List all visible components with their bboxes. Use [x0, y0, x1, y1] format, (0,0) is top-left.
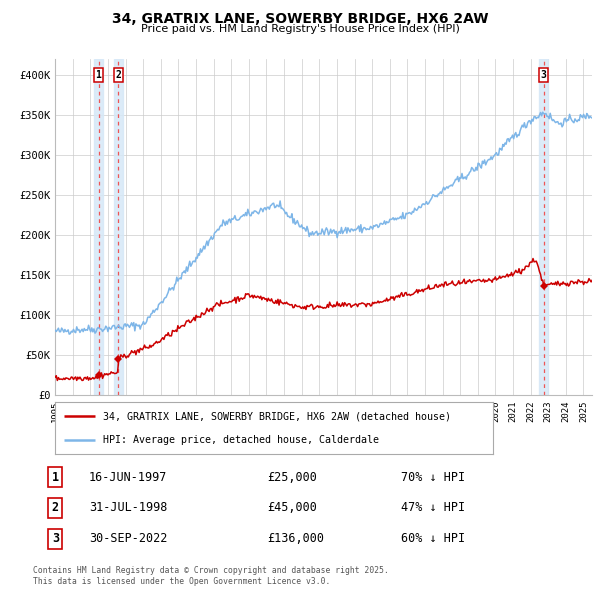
Text: 2: 2: [52, 502, 59, 514]
Text: 60% ↓ HPI: 60% ↓ HPI: [401, 532, 466, 546]
Text: £136,000: £136,000: [268, 532, 325, 546]
Bar: [539, 59, 548, 395]
Bar: [94, 59, 103, 395]
Text: £25,000: £25,000: [268, 470, 317, 484]
Text: HPI: Average price, detached house, Calderdale: HPI: Average price, detached house, Cald…: [103, 435, 379, 445]
Text: 70% ↓ HPI: 70% ↓ HPI: [401, 470, 466, 484]
Text: 1: 1: [52, 470, 59, 484]
Text: £45,000: £45,000: [268, 502, 317, 514]
Text: 31-JUL-1998: 31-JUL-1998: [89, 502, 167, 514]
Text: 34, GRATRIX LANE, SOWERBY BRIDGE, HX6 2AW (detached house): 34, GRATRIX LANE, SOWERBY BRIDGE, HX6 2A…: [103, 411, 451, 421]
Text: Contains HM Land Registry data © Crown copyright and database right 2025.
This d: Contains HM Land Registry data © Crown c…: [33, 566, 389, 586]
Text: 3: 3: [52, 532, 59, 546]
Text: Price paid vs. HM Land Registry's House Price Index (HPI): Price paid vs. HM Land Registry's House …: [140, 24, 460, 34]
Text: 2: 2: [115, 70, 121, 80]
Text: 34, GRATRIX LANE, SOWERBY BRIDGE, HX6 2AW: 34, GRATRIX LANE, SOWERBY BRIDGE, HX6 2A…: [112, 12, 488, 26]
Text: 47% ↓ HPI: 47% ↓ HPI: [401, 502, 466, 514]
Text: 30-SEP-2022: 30-SEP-2022: [89, 532, 167, 546]
Text: 16-JUN-1997: 16-JUN-1997: [89, 470, 167, 484]
Text: 3: 3: [541, 70, 547, 80]
Bar: [114, 59, 122, 395]
Text: 1: 1: [95, 70, 101, 80]
